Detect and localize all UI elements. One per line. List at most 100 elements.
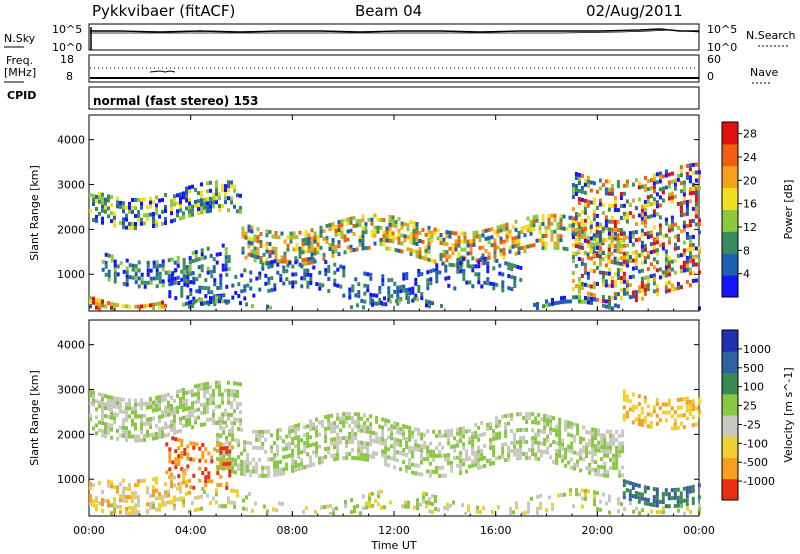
velocity-cell — [603, 441, 607, 446]
power-cell — [646, 267, 650, 272]
velocity-cell — [640, 496, 644, 501]
power-cell — [574, 221, 578, 225]
power-cell — [89, 299, 92, 304]
power-cell — [387, 294, 391, 299]
velocity-cell — [513, 444, 517, 449]
velocity-cell — [177, 438, 181, 443]
velocity-cell — [89, 389, 92, 394]
power-cell — [589, 224, 593, 229]
power-cell — [631, 258, 635, 263]
velocity-cell — [303, 425, 307, 430]
velocity-cell — [476, 505, 479, 510]
velocity-cell — [444, 473, 448, 478]
power-cell — [664, 261, 668, 266]
power-cell — [356, 303, 359, 308]
power-cell — [622, 275, 626, 280]
velocity-cell — [632, 509, 635, 514]
velocity-cell — [634, 405, 638, 410]
power-cell — [541, 218, 545, 222]
velocity-cell — [89, 417, 92, 422]
velocity-cell — [122, 397, 125, 402]
velocity-cell — [134, 426, 137, 431]
velocity-cell — [297, 451, 301, 456]
velocity-cell — [318, 456, 322, 461]
power-cell — [310, 260, 314, 265]
velocity-cell — [459, 435, 463, 439]
power-cell — [448, 246, 452, 251]
power-cell — [176, 255, 180, 260]
velocity-cell — [167, 493, 170, 498]
power-cell — [268, 250, 272, 254]
velocity-cell — [441, 465, 445, 470]
power-cell — [389, 299, 392, 304]
power-cell — [471, 264, 475, 269]
velocity-cell — [345, 412, 349, 416]
velocity-cell — [215, 488, 218, 493]
power-cell — [655, 260, 659, 265]
power-cell — [451, 243, 455, 248]
power-cell — [119, 204, 122, 209]
power-cell — [463, 231, 467, 236]
power-cell — [430, 258, 434, 263]
velocity-cell — [146, 401, 149, 406]
velocity-ytick-label: 2000 — [57, 428, 85, 441]
power-cell — [625, 219, 629, 224]
power-cell — [616, 292, 620, 297]
power-cell — [634, 294, 638, 299]
power-cell — [134, 226, 137, 230]
velocity-cell — [608, 510, 611, 515]
velocity-cell — [134, 511, 137, 516]
velocity-cell — [252, 465, 256, 470]
velocity-cell — [128, 414, 131, 419]
velocity-cell — [146, 502, 149, 507]
power-cell — [574, 244, 578, 248]
velocity-cell — [203, 390, 206, 395]
power-cell — [610, 239, 614, 244]
velocity-cell — [348, 451, 352, 456]
velocity-cell — [513, 452, 517, 457]
velocity-cell — [606, 449, 610, 454]
velocity-cell — [324, 447, 328, 451]
velocity-cell — [588, 442, 592, 447]
velocity-cell — [110, 435, 113, 440]
power-cell — [556, 221, 560, 226]
velocity-cell — [387, 427, 391, 432]
velocity-cell — [195, 442, 199, 447]
power-cell — [456, 257, 460, 262]
power-cell — [637, 289, 641, 294]
velocity-cell — [411, 470, 415, 475]
power-cell — [616, 244, 620, 249]
power-cell — [688, 247, 692, 252]
power-cell — [504, 261, 508, 266]
power-cell — [200, 264, 204, 269]
velocity-cell — [467, 504, 470, 509]
power-cell — [288, 260, 292, 265]
velocity-cell — [122, 417, 125, 422]
power-cell — [556, 241, 560, 246]
power-cell — [409, 220, 413, 225]
power-cell — [122, 225, 125, 230]
power-cell — [517, 242, 521, 247]
velocity-cell — [170, 476, 173, 481]
velocity-cell — [375, 415, 379, 420]
velocity-cell — [234, 462, 238, 467]
power-cell — [592, 261, 596, 266]
power-cell — [646, 235, 650, 240]
power-cell — [174, 296, 178, 301]
power-cell — [230, 180, 233, 185]
power-cell — [685, 211, 689, 216]
power-cell — [664, 173, 668, 178]
velocity-cell — [543, 429, 547, 434]
power-cell — [496, 229, 500, 234]
power-cell — [176, 259, 180, 264]
power-cell — [610, 243, 614, 248]
velocity-cell — [462, 442, 466, 447]
velocity-cell — [441, 445, 445, 450]
power-cell — [556, 233, 560, 238]
power-cell — [462, 268, 466, 273]
velocity-cell — [216, 420, 220, 425]
velocity-cell — [492, 449, 496, 454]
velocity-cell — [524, 510, 527, 515]
power-cell — [149, 276, 153, 281]
power-cell — [107, 269, 111, 274]
